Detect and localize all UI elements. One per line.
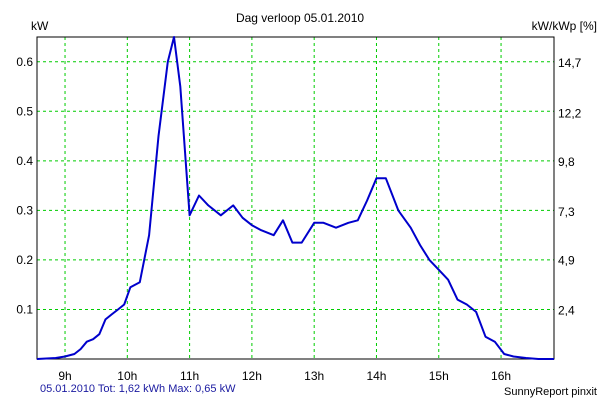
y-left-tick-labels: 0.1 0.2 0.3 0.4 0.5 0.6 — [16, 55, 33, 317]
y-right-tick-label: 7,3 — [558, 205, 575, 219]
y-left-tick-label: 0.4 — [16, 154, 33, 168]
x-tick-label: 10h — [117, 369, 137, 383]
x-tick-label: 14h — [366, 369, 386, 383]
x-tick-label: 9h — [58, 369, 71, 383]
power-series-line — [36, 36, 554, 360]
y-left-axis-label: kW — [31, 19, 49, 33]
plot-area-frame — [36, 36, 555, 360]
grid-lines — [37, 37, 554, 359]
y-right-axis-label: kW/kWp [%] — [532, 19, 597, 33]
x-tick-label: 15h — [429, 369, 449, 383]
y-right-tick-label: 9,8 — [558, 155, 575, 169]
y-right-tick-label: 2,4 — [558, 304, 575, 318]
y-right-tick-labels: 2,4 4,9 7,3 9,8 12,2 14,7 — [558, 56, 582, 318]
x-tick-labels: 9h 10h 11h 12h 13h 14h 15h 16h — [58, 369, 511, 383]
y-left-tick-label: 0.3 — [16, 203, 33, 217]
x-tick-label: 16h — [491, 369, 511, 383]
y-right-tick-label: 14,7 — [558, 56, 582, 70]
y-left-tick-label: 0.1 — [16, 302, 33, 316]
x-tick-label: 12h — [242, 369, 262, 383]
x-tick-label: 13h — [304, 369, 324, 383]
y-right-tick-label: 12,2 — [558, 106, 582, 120]
y-left-tick-label: 0.2 — [16, 253, 33, 267]
footer-credit: SunnyReport pinxit — [504, 386, 597, 398]
footer-summary: 05.01.2010 Tot: 1,62 kWh Max: 0,65 kW — [40, 383, 236, 395]
chart-title: Dag verloop 05.01.2010 — [236, 11, 364, 25]
y-right-tick-label: 4,9 — [558, 253, 575, 267]
x-tick-label: 11h — [180, 369, 199, 383]
y-left-tick-label: 0.5 — [16, 104, 33, 118]
y-left-tick-label: 0.6 — [16, 55, 33, 69]
